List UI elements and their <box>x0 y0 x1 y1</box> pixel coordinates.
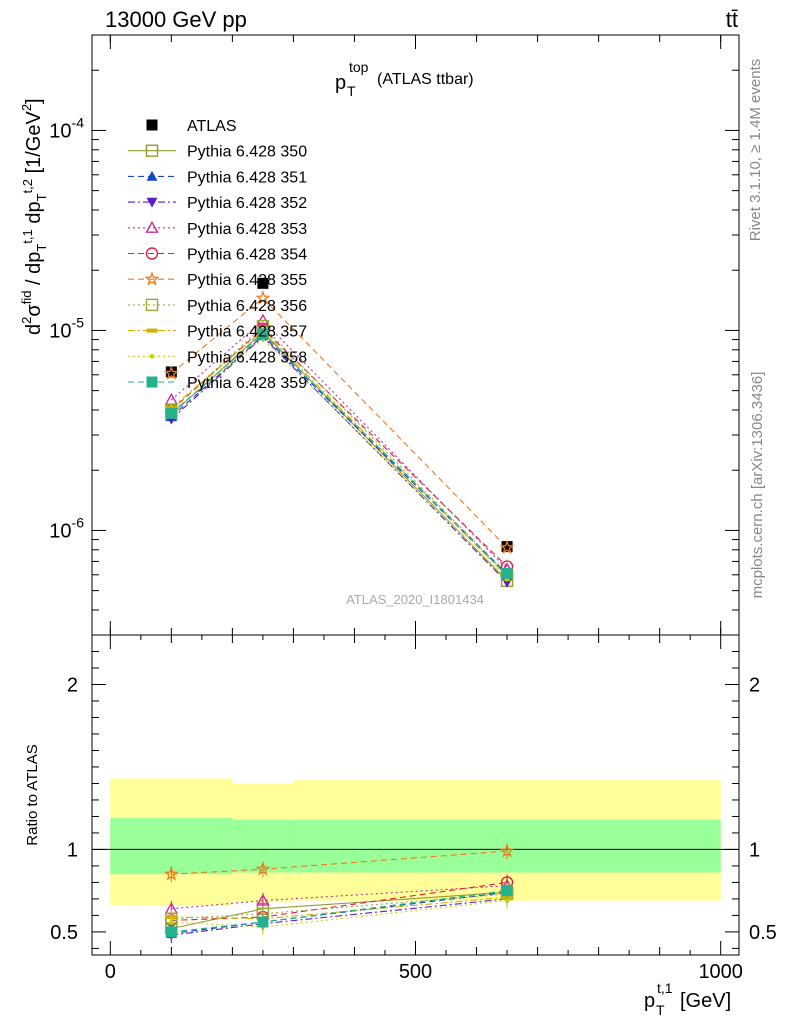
legend-marker <box>145 298 159 312</box>
series-line-pythia-6-428-355 <box>170 297 508 549</box>
legend-label: Pythia 6.428 357 <box>187 324 307 341</box>
legend-item: Pythia 6.428 357 <box>128 324 307 341</box>
legend-item: Pythia 6.428 350 <box>128 144 307 161</box>
ratio-y-tick-label: 1 <box>67 839 78 861</box>
ratio-point-pythia-6-428-355 <box>499 843 515 858</box>
ratio-y-tick-label-right: 1 <box>749 839 760 861</box>
legend-label: Pythia 6.428 353 <box>187 221 307 238</box>
main-y-axis: 10-6 10-5 10-4 <box>49 35 739 636</box>
ratio-y-tick-label: 2 <box>67 674 78 696</box>
legend-marker <box>146 170 158 181</box>
series-line-pythia-6-428-350 <box>170 331 508 582</box>
legend: ATLAS Pythia 6.428 350 Pythia 6.428 351 Pyt… <box>128 118 307 392</box>
x-tick-label: 0 <box>105 961 116 983</box>
header-right: tt̄ <box>726 7 738 32</box>
legend-marker <box>146 197 158 208</box>
main-y-axis-label: d2σfid / dpTt,1 dpTt,2 [1/GeV2] <box>19 98 49 335</box>
data-point-pythia-6-428-359 <box>257 328 269 340</box>
svg-text:T: T <box>347 83 356 99</box>
legend-label: ATLAS <box>187 118 237 135</box>
x-tick-label: 500 <box>399 961 432 983</box>
legend-item: Pythia 6.428 356 <box>128 298 307 315</box>
svg-text:T: T <box>656 1002 665 1018</box>
ratio-point-pythia-6-428-358 <box>504 898 510 903</box>
legend-marker <box>146 376 158 388</box>
ratio-data-points <box>163 843 515 944</box>
ratio-y-axis-label: Ratio to ATLAS <box>24 744 41 845</box>
y-tick-label: 10-6 <box>49 514 84 542</box>
series-line-pythia-6-428-357 <box>170 329 508 577</box>
y-tick-label: 10-5 <box>49 314 84 342</box>
svg-text:p: p <box>644 990 655 1012</box>
svg-text:t,1: t,1 <box>657 980 673 996</box>
legend-marker <box>146 328 158 333</box>
legend-label: Pythia 6.428 354 <box>187 247 307 264</box>
svg-text:[GeV]: [GeV] <box>680 990 731 1012</box>
data-point-pythia-6-428-355 <box>499 539 515 555</box>
rivet-label: Rivet 3.1.10, ≥ 1.4M events <box>747 59 764 242</box>
legend-marker <box>145 247 159 260</box>
legend-item: Pythia 6.428 354 <box>128 247 307 264</box>
series-line-pythia-6-428-352 <box>170 335 508 583</box>
main-data-points <box>163 277 515 588</box>
header-left: 13000 GeV pp <box>105 7 247 32</box>
watermark: ATLAS_2020_I1801434 <box>346 592 484 607</box>
ratio-point-pythia-6-428-359 <box>165 926 177 938</box>
x-axis-label: p T t,1 [GeV] <box>644 980 731 1018</box>
ratio-point-pythia-6-428-359 <box>501 885 513 897</box>
data-point-pythia-6-428-359 <box>501 567 513 579</box>
legend-label: Pythia 6.428 359 <box>187 375 307 392</box>
legend-label: Pythia 6.428 350 <box>187 144 307 161</box>
main-title: p T top (ATLAS ttbar) <box>335 59 474 99</box>
legend-item: Pythia 6.428 359 <box>128 375 307 392</box>
legend-item: Pythia 6.428 353 <box>128 221 307 238</box>
data-point-atlas <box>501 541 513 553</box>
ratio-point-pythia-6-428-358 <box>169 919 174 925</box>
legend-label: Pythia 6.428 358 <box>187 349 307 366</box>
legend-item: Pythia 6.428 351 <box>128 169 307 186</box>
x-tick-label: 1000 <box>698 961 743 983</box>
legend-item: Pythia 6.428 355 <box>128 271 307 289</box>
legend-item: Pythia 6.428 358 <box>128 349 307 366</box>
ratio-point-pythia-6-428-355 <box>255 861 271 876</box>
data-point-pythia-6-428-355 <box>255 290 271 305</box>
svg-text:p: p <box>335 72 346 94</box>
series-line-pythia-6-428-358 <box>171 337 508 580</box>
legend-marker <box>145 144 159 157</box>
legend-marker <box>145 220 159 233</box>
ratio-point-pythia-6-428-355 <box>163 866 179 881</box>
ratio-uncertainty-bands <box>110 778 721 906</box>
svg-text:top: top <box>349 59 369 75</box>
ratio-axes: 0.5 0.5 1 1 2 2 0 500 1000 <box>50 635 777 983</box>
data-point-pythia-6-428-359 <box>165 407 177 419</box>
svg-text:d2σfid / dpTt,1 dpTt,2 [1/GeV2: d2σfid / dpTt,1 dpTt,2 [1/GeV2] <box>19 98 49 335</box>
ratio-y-tick-label-right: 0.5 <box>749 922 777 944</box>
svg-text:(ATLAS ttbar): (ATLAS ttbar) <box>377 71 474 88</box>
legend-marker <box>149 354 155 359</box>
series-line-pythia-6-428-351 <box>170 335 508 576</box>
ratio-point-pythia-6-428-359 <box>257 916 269 928</box>
data-point-pythia-6-428-355 <box>163 365 179 380</box>
legend-label: Pythia 6.428 355 <box>187 272 307 289</box>
legend-marker <box>144 271 160 286</box>
legend-label: Pythia 6.428 356 <box>187 298 307 315</box>
series-line-pythia-6-428-356 <box>170 325 508 576</box>
legend-label: Pythia 6.428 351 <box>187 169 307 186</box>
ratio-point-pythia-6-428-353 <box>256 893 270 906</box>
main-series-lines <box>170 297 508 583</box>
y-tick-label: 10-4 <box>49 114 84 142</box>
legend-label: Pythia 6.428 352 <box>187 195 307 212</box>
ratio-y-tick-label-right: 2 <box>749 674 760 696</box>
mcplots-label: mcplots.cern.ch [arXiv:1306.3436] <box>749 372 766 599</box>
legend-item: Pythia 6.428 352 <box>128 195 307 212</box>
ratio-y-tick-label: 0.5 <box>50 922 78 944</box>
data-point-atlas <box>257 277 269 289</box>
data-point-atlas <box>165 366 177 378</box>
legend-marker <box>146 119 158 131</box>
green-band <box>110 818 233 875</box>
legend-item: ATLAS <box>146 118 237 135</box>
